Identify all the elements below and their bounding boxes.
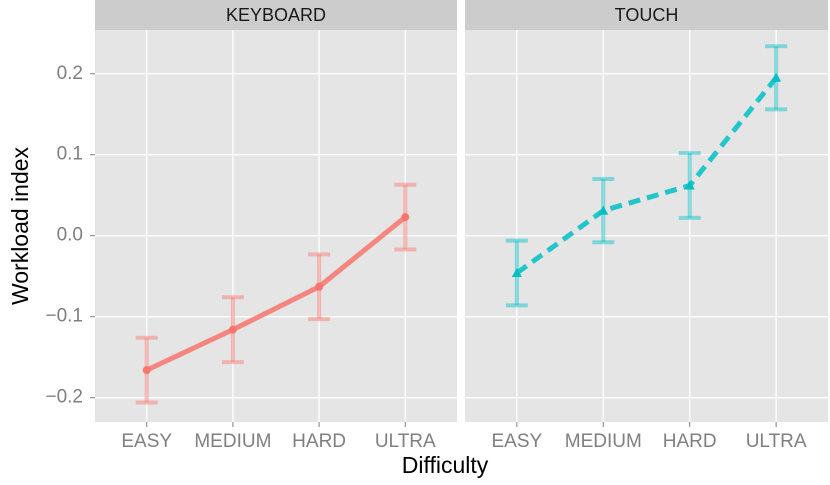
point	[142, 366, 151, 375]
point	[684, 180, 695, 190]
strip-background	[465, 0, 828, 30]
y-tick-label: 0.0	[57, 225, 83, 246]
x-tick-label: HARD	[663, 431, 717, 452]
x-tick-label: EASY	[121, 431, 172, 452]
panel-background	[465, 30, 828, 422]
y-tick-label: −0.1	[45, 306, 83, 327]
y-tick-label: 0.1	[57, 144, 83, 165]
y-tick-label: 0.2	[57, 63, 83, 84]
point	[228, 325, 237, 334]
point	[771, 72, 782, 82]
x-tick-label: ULTRA	[746, 431, 807, 452]
point	[315, 282, 324, 291]
x-tick-label: ULTRA	[375, 431, 436, 452]
x-tick-label: EASY	[492, 431, 543, 452]
strip-label: KEYBOARD	[226, 5, 326, 25]
panel-background	[95, 30, 457, 422]
point	[401, 213, 410, 222]
strip-label: TOUCH	[615, 5, 679, 25]
x-tick-label: MEDIUM	[194, 431, 271, 452]
y-tick-label: −0.2	[45, 387, 83, 408]
x-tick-label: MEDIUM	[565, 431, 642, 452]
x-tick-label: HARD	[292, 431, 346, 452]
line	[145, 215, 407, 373]
point	[598, 205, 609, 215]
strip-background	[95, 0, 457, 30]
y-axis-title: Workload index	[7, 146, 33, 305]
point	[511, 267, 522, 277]
x-axis-title: Difficulty	[402, 452, 489, 478]
